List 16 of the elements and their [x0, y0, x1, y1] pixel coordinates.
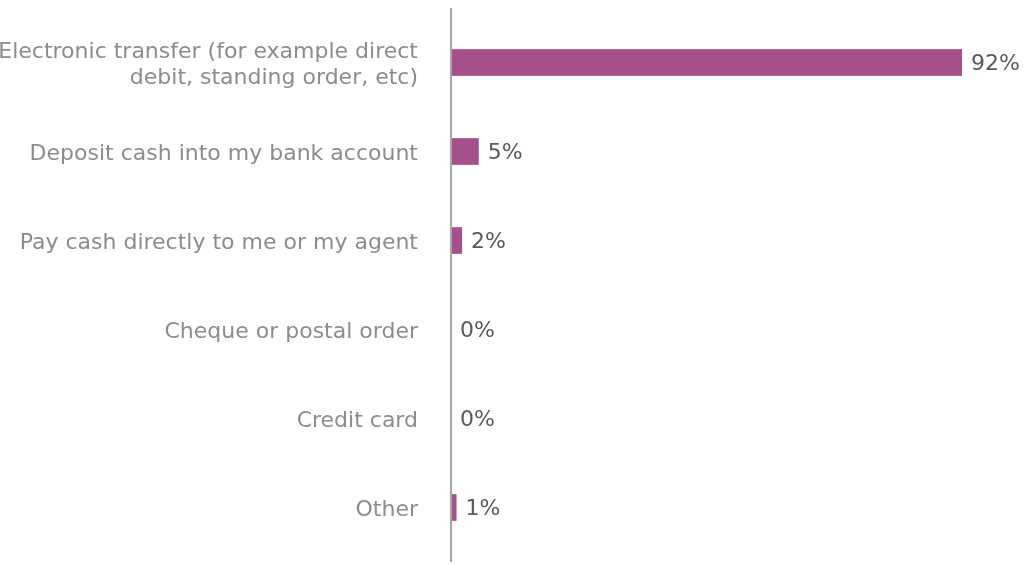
- y-tick-label: Electronic transfer (for example direct debit, standing order, etc): [0, 37, 419, 88]
- bar: [451, 49, 962, 76]
- data-label: 0%: [460, 406, 495, 431]
- y-tick-label: Other: [355, 495, 419, 520]
- data-label: 2%: [471, 228, 507, 253]
- data-label: 0%: [460, 317, 495, 342]
- y-tick-label: Cheque or postal order: [164, 317, 419, 342]
- y-tick-label: Credit card: [296, 406, 418, 431]
- bar: [451, 227, 463, 254]
- data-label: 5%: [487, 139, 523, 164]
- y-tick-label: Deposit cash into my bank account: [29, 139, 419, 164]
- bar: [451, 494, 457, 521]
- data-label: 1%: [465, 495, 501, 520]
- y-tick-label: Pay cash directly to me or my agent: [19, 228, 419, 253]
- data-label: 92%: [971, 50, 1020, 75]
- bar: [451, 138, 479, 165]
